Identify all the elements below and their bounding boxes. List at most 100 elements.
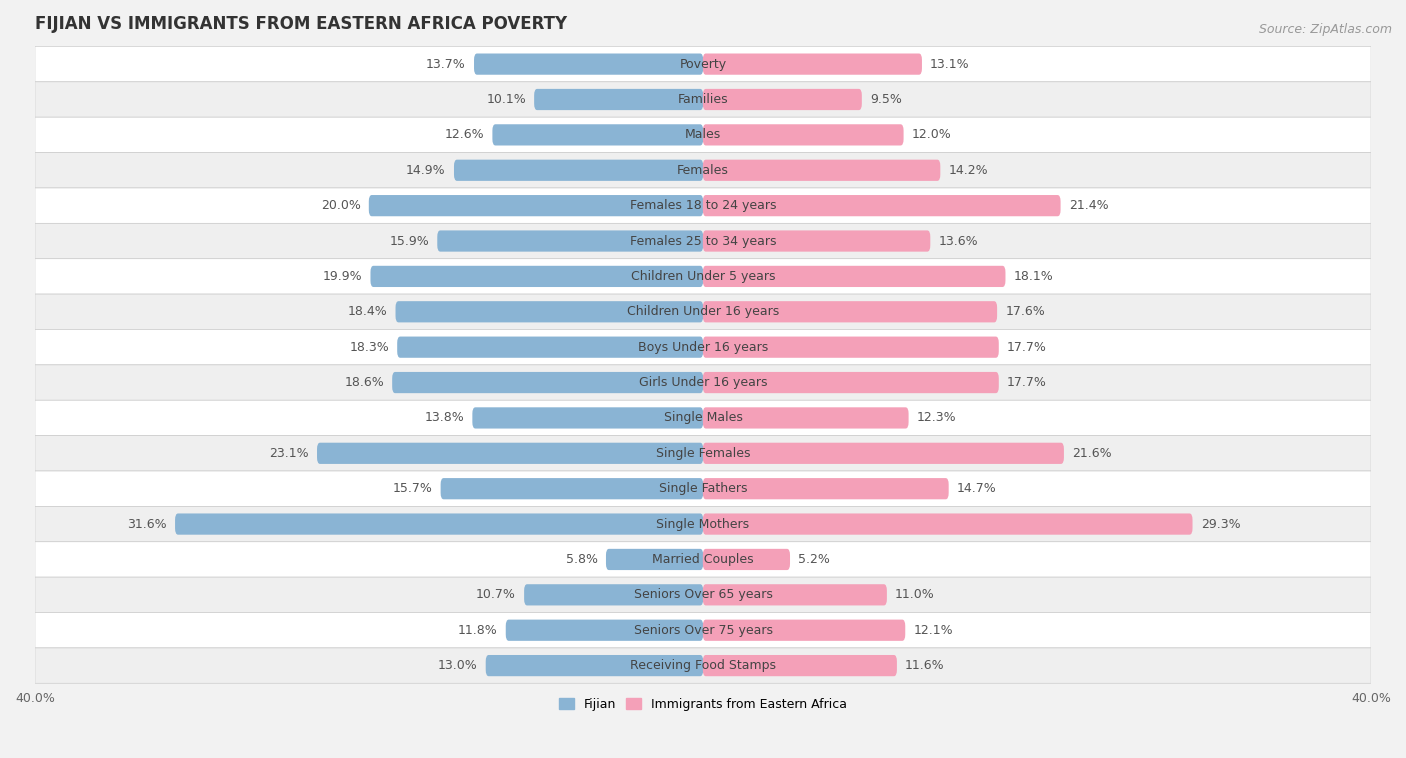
FancyBboxPatch shape xyxy=(703,549,790,570)
Text: Single Fathers: Single Fathers xyxy=(659,482,747,495)
Text: 15.9%: 15.9% xyxy=(389,234,429,248)
FancyBboxPatch shape xyxy=(506,619,703,641)
Text: 10.7%: 10.7% xyxy=(477,588,516,601)
Text: 12.0%: 12.0% xyxy=(911,128,952,142)
Text: 13.7%: 13.7% xyxy=(426,58,465,70)
FancyBboxPatch shape xyxy=(437,230,703,252)
Text: 10.1%: 10.1% xyxy=(486,93,526,106)
FancyBboxPatch shape xyxy=(703,407,908,428)
Text: 17.7%: 17.7% xyxy=(1007,376,1047,389)
FancyBboxPatch shape xyxy=(35,224,1371,258)
FancyBboxPatch shape xyxy=(35,188,1371,224)
Text: 29.3%: 29.3% xyxy=(1201,518,1240,531)
Text: 14.2%: 14.2% xyxy=(949,164,988,177)
Text: 21.4%: 21.4% xyxy=(1069,199,1108,212)
Text: 11.8%: 11.8% xyxy=(458,624,498,637)
FancyBboxPatch shape xyxy=(703,89,862,110)
Text: 19.9%: 19.9% xyxy=(322,270,363,283)
Text: Married Couples: Married Couples xyxy=(652,553,754,566)
Text: 11.6%: 11.6% xyxy=(905,659,945,672)
FancyBboxPatch shape xyxy=(454,160,703,181)
Text: 13.6%: 13.6% xyxy=(938,234,979,248)
FancyBboxPatch shape xyxy=(316,443,703,464)
Text: Seniors Over 75 years: Seniors Over 75 years xyxy=(634,624,772,637)
Text: 14.7%: 14.7% xyxy=(957,482,997,495)
Text: Females 25 to 34 years: Females 25 to 34 years xyxy=(630,234,776,248)
Text: 15.7%: 15.7% xyxy=(392,482,433,495)
FancyBboxPatch shape xyxy=(440,478,703,500)
FancyBboxPatch shape xyxy=(703,443,1064,464)
Text: 13.1%: 13.1% xyxy=(931,58,970,70)
FancyBboxPatch shape xyxy=(703,266,1005,287)
FancyBboxPatch shape xyxy=(35,648,1371,683)
FancyBboxPatch shape xyxy=(35,436,1371,471)
FancyBboxPatch shape xyxy=(35,82,1371,117)
FancyBboxPatch shape xyxy=(472,407,703,428)
FancyBboxPatch shape xyxy=(35,400,1371,436)
FancyBboxPatch shape xyxy=(534,89,703,110)
FancyBboxPatch shape xyxy=(35,152,1371,188)
Text: Children Under 5 years: Children Under 5 years xyxy=(631,270,775,283)
FancyBboxPatch shape xyxy=(35,365,1371,400)
Text: Single Females: Single Females xyxy=(655,446,751,460)
Text: 31.6%: 31.6% xyxy=(128,518,167,531)
Legend: Fijian, Immigrants from Eastern Africa: Fijian, Immigrants from Eastern Africa xyxy=(554,693,852,716)
Text: Families: Families xyxy=(678,93,728,106)
Text: FIJIAN VS IMMIGRANTS FROM EASTERN AFRICA POVERTY: FIJIAN VS IMMIGRANTS FROM EASTERN AFRICA… xyxy=(35,15,567,33)
Text: 13.0%: 13.0% xyxy=(437,659,478,672)
FancyBboxPatch shape xyxy=(606,549,703,570)
Text: Single Males: Single Males xyxy=(664,412,742,424)
Text: 18.6%: 18.6% xyxy=(344,376,384,389)
Text: Receiving Food Stamps: Receiving Food Stamps xyxy=(630,659,776,672)
FancyBboxPatch shape xyxy=(703,372,998,393)
FancyBboxPatch shape xyxy=(474,54,703,75)
Text: 20.0%: 20.0% xyxy=(321,199,360,212)
FancyBboxPatch shape xyxy=(492,124,703,146)
Text: Males: Males xyxy=(685,128,721,142)
Text: Poverty: Poverty xyxy=(679,58,727,70)
Text: 5.2%: 5.2% xyxy=(799,553,830,566)
Text: Seniors Over 65 years: Seniors Over 65 years xyxy=(634,588,772,601)
FancyBboxPatch shape xyxy=(703,54,922,75)
Text: Girls Under 16 years: Girls Under 16 years xyxy=(638,376,768,389)
FancyBboxPatch shape xyxy=(35,330,1371,365)
FancyBboxPatch shape xyxy=(35,612,1371,648)
FancyBboxPatch shape xyxy=(703,584,887,606)
Text: Females 18 to 24 years: Females 18 to 24 years xyxy=(630,199,776,212)
FancyBboxPatch shape xyxy=(703,655,897,676)
FancyBboxPatch shape xyxy=(35,294,1371,330)
Text: 14.9%: 14.9% xyxy=(406,164,446,177)
Text: Females: Females xyxy=(678,164,728,177)
Text: Single Mothers: Single Mothers xyxy=(657,518,749,531)
Text: 9.5%: 9.5% xyxy=(870,93,901,106)
FancyBboxPatch shape xyxy=(703,337,998,358)
FancyBboxPatch shape xyxy=(35,542,1371,577)
FancyBboxPatch shape xyxy=(703,230,931,252)
Text: Children Under 16 years: Children Under 16 years xyxy=(627,305,779,318)
Text: 12.1%: 12.1% xyxy=(914,624,953,637)
FancyBboxPatch shape xyxy=(176,513,703,534)
Text: Source: ZipAtlas.com: Source: ZipAtlas.com xyxy=(1258,23,1392,36)
FancyBboxPatch shape xyxy=(703,513,1192,534)
Text: 21.6%: 21.6% xyxy=(1073,446,1112,460)
FancyBboxPatch shape xyxy=(703,124,904,146)
FancyBboxPatch shape xyxy=(703,301,997,322)
FancyBboxPatch shape xyxy=(370,266,703,287)
FancyBboxPatch shape xyxy=(35,46,1371,82)
FancyBboxPatch shape xyxy=(35,577,1371,612)
FancyBboxPatch shape xyxy=(395,301,703,322)
FancyBboxPatch shape xyxy=(35,471,1371,506)
Text: 18.3%: 18.3% xyxy=(349,340,389,354)
Text: 18.4%: 18.4% xyxy=(347,305,387,318)
Text: 11.0%: 11.0% xyxy=(896,588,935,601)
FancyBboxPatch shape xyxy=(703,160,941,181)
Text: 17.7%: 17.7% xyxy=(1007,340,1047,354)
FancyBboxPatch shape xyxy=(35,506,1371,542)
FancyBboxPatch shape xyxy=(35,258,1371,294)
FancyBboxPatch shape xyxy=(35,117,1371,152)
FancyBboxPatch shape xyxy=(368,195,703,216)
Text: Boys Under 16 years: Boys Under 16 years xyxy=(638,340,768,354)
FancyBboxPatch shape xyxy=(703,195,1060,216)
FancyBboxPatch shape xyxy=(392,372,703,393)
Text: 12.3%: 12.3% xyxy=(917,412,956,424)
